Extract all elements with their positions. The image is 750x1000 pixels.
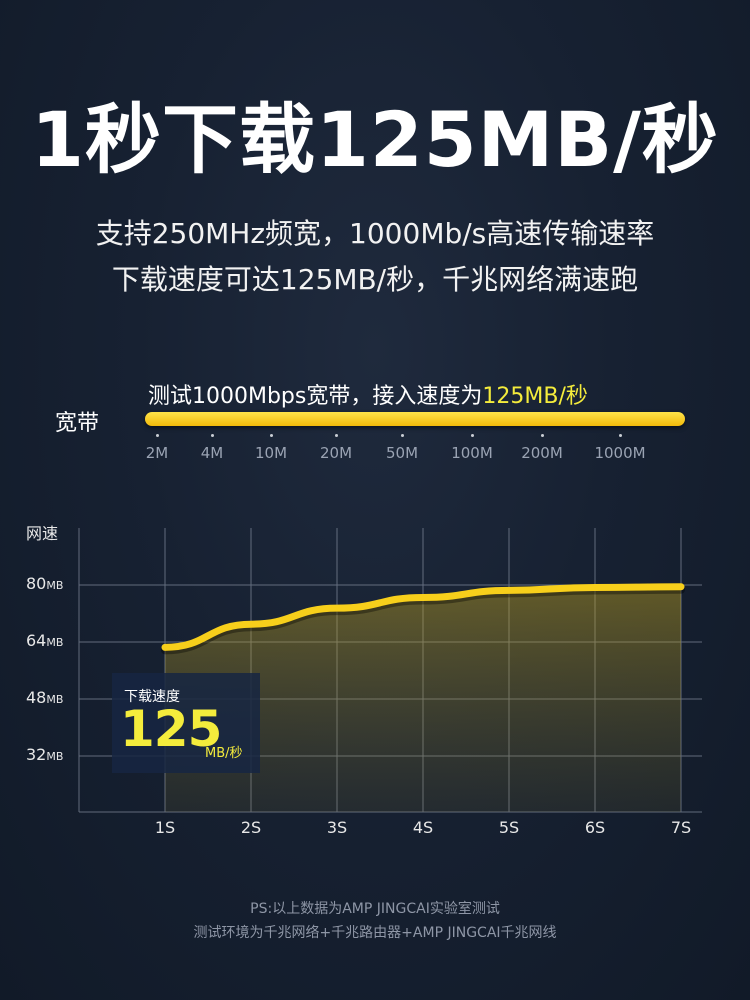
- broadband-tick-dot: [541, 434, 544, 437]
- y-tick-label: 48MB: [26, 688, 64, 707]
- broadband-tick-dot: [211, 434, 214, 437]
- broadband-tick-label: 10M: [254, 444, 288, 462]
- y-tick-label: 64MB: [26, 631, 64, 650]
- x-tick-label: 1S: [154, 818, 176, 837]
- broadband-tick-dot: [335, 434, 338, 437]
- footnote-line-1: PS:以上数据为AMP JINGCAI实验室测试: [250, 901, 500, 917]
- y-tick-label: 32MB: [26, 745, 64, 764]
- broadband-tick-dot: [401, 434, 404, 437]
- broadband-tick-dot: [156, 434, 159, 437]
- broadband-tick-label: 4M: [200, 444, 224, 462]
- y-tick-label: 80MB: [26, 574, 64, 593]
- download-speed-value: 125: [120, 700, 222, 758]
- broadband-tick-dot: [619, 434, 622, 437]
- page-title: 1秒下载125MB/秒: [31, 95, 719, 184]
- broadband-tick-label: 20M: [319, 444, 353, 462]
- subtitle-line-1: 支持250MHz频宽，1000Mb/s高速传输速率: [95, 217, 655, 250]
- broadband-label: 宽带: [55, 411, 100, 436]
- broadband-caption-prefix: 测试1000Mbps宽带，接入速度为: [148, 384, 483, 409]
- speed-area-fill: [165, 586, 681, 812]
- subtitle-line-2: 下载速度可达125MB/秒，千兆网络满速跑: [111, 263, 639, 296]
- broadband-tick-label: 1000M: [594, 444, 646, 462]
- x-tick-label: 5S: [498, 818, 520, 837]
- x-tick-label: 7S: [670, 818, 692, 837]
- speed-curve: [161, 583, 685, 651]
- broadband-tick-label: 100M: [451, 444, 493, 462]
- download-speed-box: [112, 673, 260, 773]
- x-tick-label: 4S: [412, 818, 434, 837]
- y-axis-title: 网速: [26, 524, 59, 543]
- broadband-bar: [145, 412, 685, 426]
- broadband-tick-label: 50M: [385, 444, 419, 462]
- broadband-tick-label: 2M: [145, 444, 169, 462]
- broadband-tick-dot: [471, 434, 474, 437]
- broadband-tick-label: 200M: [521, 444, 563, 462]
- download-speed-unit: MB/秒: [205, 746, 243, 761]
- download-speed-label: 下载速度: [124, 689, 180, 705]
- x-tick-label: 6S: [584, 818, 606, 837]
- x-tick-label: 2S: [240, 818, 262, 837]
- broadband-tick-dot: [270, 434, 273, 437]
- broadband-caption: 测试1000Mbps宽带，接入速度为125MB/秒: [148, 378, 588, 410]
- x-tick-label: 3S: [326, 818, 348, 837]
- broadband-caption-highlight: 125MB/秒: [482, 384, 588, 409]
- footnote-line-2: 测试环境为千兆网络+千兆路由器+AMP JINGCAI千兆网线: [193, 925, 557, 941]
